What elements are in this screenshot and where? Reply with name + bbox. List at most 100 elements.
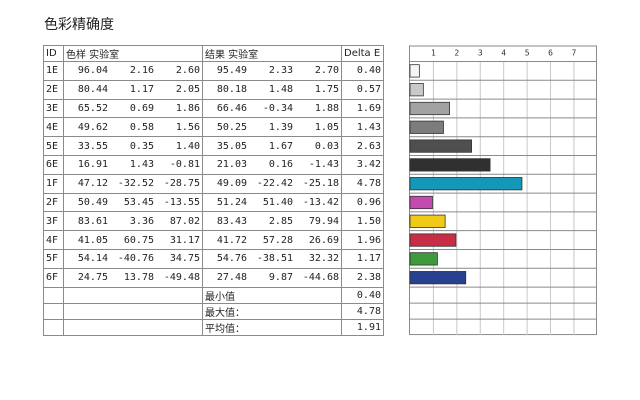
table-row: 3E 65.52 0.69 1.86 66.46 -0.34 1.88 1.69 <box>43 98 384 119</box>
measured-lab-value: 1.39 <box>249 117 295 138</box>
table-header-row: ID 色样 实验室 结果 实验室 Delta E <box>43 45 384 62</box>
measured-lab-value: 41.72 <box>202 230 249 250</box>
reference-lab-value: 2.16 <box>110 61 156 81</box>
measured-lab-value: 1.67 <box>249 136 295 156</box>
reference-lab-value: 1.40 <box>156 136 203 156</box>
reference-lab-value: 1.43 <box>110 154 156 175</box>
delta-e-bar <box>409 64 420 78</box>
reference-lab-value: 65.52 <box>63 98 110 119</box>
header-delta-e: Delta E <box>341 45 384 62</box>
row-id: 5E <box>43 136 64 156</box>
header-measured-lab: 结果 实验室 <box>202 45 342 62</box>
delta-e-bar <box>409 101 450 116</box>
row-id: 3E <box>43 98 64 119</box>
delta-e-value: 2.63 <box>341 136 384 156</box>
summary-blank-id <box>43 302 64 320</box>
summary-blank-ref <box>63 302 203 320</box>
measured-lab-value: 2.70 <box>295 61 342 81</box>
reference-lab-value: 47.12 <box>63 173 110 194</box>
summary-blank-ref <box>63 286 203 304</box>
table-row: 6E 16.91 1.43 -0.81 21.03 0.16 -1.43 3.42 <box>43 154 384 175</box>
delta-e-bar-chart: 1 2 3 4 5 6 7 <box>409 45 597 336</box>
measured-lab-value: -13.42 <box>295 192 342 213</box>
reference-lab-value: 0.69 <box>110 98 156 119</box>
measured-lab-value: 80.18 <box>202 79 249 100</box>
measured-lab-value: 66.46 <box>202 98 249 119</box>
summary-value: 4.78 <box>341 302 384 320</box>
summary-label: 平均值： <box>202 318 342 336</box>
reference-lab-value: 1.86 <box>156 98 203 119</box>
summary-blank-id <box>43 286 64 304</box>
row-id: 4E <box>43 117 64 138</box>
table-row: 3F 83.61 3.36 87.02 83.43 2.85 79.94 1.50 <box>43 211 384 232</box>
header-id: ID <box>43 45 64 62</box>
reference-lab-value: 3.36 <box>110 211 156 232</box>
delta-e-value: 3.42 <box>341 154 384 175</box>
reference-lab-value: 49.62 <box>63 117 110 138</box>
measured-lab-value: 0.03 <box>295 136 342 156</box>
delta-e-value: 1.96 <box>341 230 384 250</box>
reference-lab-value: 1.17 <box>110 79 156 100</box>
reference-lab-value: 1.56 <box>156 117 203 138</box>
row-id: 1E <box>43 61 64 81</box>
delta-e-bar <box>409 158 491 172</box>
row-id: 4F <box>43 230 64 250</box>
delta-e-bar <box>409 177 523 191</box>
measured-lab-value: 0.16 <box>249 154 295 175</box>
summary-row: 最大值： 4.78 <box>43 302 384 320</box>
delta-e-bar <box>409 139 472 153</box>
summary-label: 最小值 <box>202 286 342 304</box>
reference-lab-value: 0.58 <box>110 117 156 138</box>
measured-lab-value: 51.24 <box>202 192 249 213</box>
delta-e-value: 1.69 <box>341 98 384 119</box>
measured-lab-value: 51.40 <box>249 192 295 213</box>
reference-lab-value: 80.44 <box>63 79 110 100</box>
measured-lab-value: -0.34 <box>249 98 295 119</box>
tick-label: 5 <box>525 49 530 58</box>
measured-lab-value: 49.09 <box>202 173 249 194</box>
table-row: 2F 50.49 53.45 -13.55 51.24 51.40 -13.42 0.96 <box>43 192 384 213</box>
measured-lab-value: 9.87 <box>249 267 295 288</box>
summary-row: 最小值 0.40 <box>43 286 384 304</box>
delta-e-bar <box>409 195 433 210</box>
reference-lab-value: -49.48 <box>156 267 203 288</box>
measured-lab-value: 83.43 <box>202 211 249 232</box>
measured-lab-value: 32.32 <box>295 248 342 269</box>
tick-label: 3 <box>478 49 483 58</box>
summary-blank-ref <box>63 318 203 336</box>
delta-e-value: 4.78 <box>341 173 384 194</box>
header-reference-lab: 色样 实验室 <box>63 45 203 62</box>
reference-lab-value: 13.78 <box>110 267 156 288</box>
table-row: 2E 80.44 1.17 2.05 80.18 1.48 1.75 0.57 <box>43 79 384 100</box>
summary-row: 平均值： 1.91 <box>43 318 384 336</box>
tick-label: 7 <box>572 49 577 58</box>
tick-label: 4 <box>501 49 506 58</box>
measured-lab-value: -25.18 <box>295 173 342 194</box>
reference-lab-value: 96.04 <box>63 61 110 81</box>
measured-lab-value: 21.03 <box>202 154 249 175</box>
summary-blank-id <box>43 318 64 336</box>
row-id: 2E <box>43 79 64 100</box>
reference-lab-value: 2.60 <box>156 61 203 81</box>
table-row: 5F 54.14 -40.76 34.75 54.76 -38.51 32.32 1.17 <box>43 248 384 269</box>
summary-value: 1.91 <box>341 318 384 336</box>
measured-lab-value: 54.76 <box>202 248 249 269</box>
measured-lab-value: 27.48 <box>202 267 249 288</box>
delta-e-bar <box>409 120 444 134</box>
delta-e-value: 2.38 <box>341 267 384 288</box>
delta-e-bar <box>409 252 438 266</box>
summary-label: 最大值： <box>202 302 342 320</box>
reference-lab-value: -32.52 <box>110 173 156 194</box>
reference-lab-value: 83.61 <box>63 211 110 232</box>
measured-lab-value: 2.33 <box>249 61 295 81</box>
measured-lab-value: -44.68 <box>295 267 342 288</box>
delta-e-value: 0.96 <box>341 192 384 213</box>
reference-lab-value: 60.75 <box>110 230 156 250</box>
reference-lab-value: 41.05 <box>63 230 110 250</box>
reference-lab-value: 31.17 <box>156 230 203 250</box>
row-id: 5F <box>43 248 64 269</box>
row-id: 1F <box>43 173 64 194</box>
tick-label: 2 <box>454 49 459 58</box>
delta-e-value: 1.50 <box>341 211 384 232</box>
reference-lab-value: 16.91 <box>63 154 110 175</box>
